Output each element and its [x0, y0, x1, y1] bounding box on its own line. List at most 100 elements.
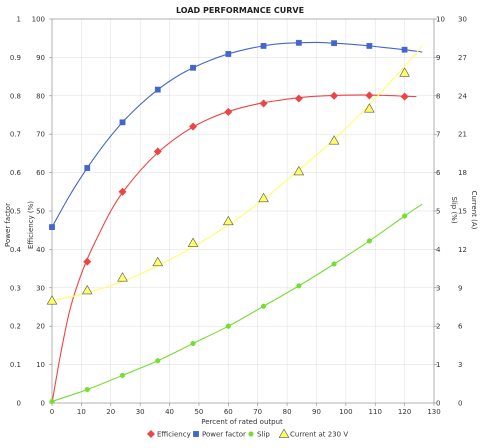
current-at-230-v-point [258, 192, 269, 203]
slip-tick-label: 0 [436, 400, 440, 408]
legend: Efficiency Power factor Slip Current at 230… [146, 428, 348, 439]
gridlines [51, 18, 435, 404]
x-axis: 0 10 20 30 40 50 60 70 80 90 100 110 120 130 [50, 403, 441, 416]
legend-label-current-at-230-v: Current at 230 V [290, 431, 348, 439]
current-tick-label: 18 [458, 169, 467, 177]
slip-point [190, 340, 196, 347]
x-tick-label: 130 [427, 408, 440, 416]
power-factor-point [225, 51, 232, 57]
slip-tick-label: 6 [436, 169, 441, 177]
efficiency-point [259, 99, 268, 108]
power-factor-axis-label: Power factor [4, 203, 12, 247]
x-tick-label: 120 [398, 408, 411, 416]
efficiency-tick-label: 10 [36, 361, 45, 369]
efficiency-tick-label: 60 [36, 169, 45, 177]
efficiency-point [294, 94, 303, 103]
slip-point [84, 386, 90, 393]
efficiency-point [365, 91, 374, 100]
efficiency-point [224, 107, 233, 117]
slip-tick-label: 2 [436, 323, 440, 331]
slip-tick-label: 4 [436, 246, 441, 254]
efficiency-tick-label: 30 [36, 284, 45, 292]
power-factor-tick-label: 0.2 [10, 323, 21, 331]
power-factor-tick-label: 0.5 [10, 208, 21, 216]
current-at-230-v-curve [51, 45, 423, 302]
x-tick-label: 80 [283, 408, 292, 416]
power-factor-point [84, 165, 91, 171]
efficiency-point [83, 257, 92, 266]
slip-point [49, 398, 55, 405]
series-markers [46, 39, 410, 405]
current-tick-label: 3 [458, 361, 462, 369]
x-tick-label: 10 [77, 408, 86, 416]
x-tick-label: 110 [369, 408, 382, 416]
efficiency-point [400, 92, 409, 101]
power-factor-point [154, 86, 161, 93]
slip-tick-label: 1 [436, 361, 440, 369]
x-tick-label: 90 [312, 408, 321, 416]
chart-title: LOAD PERFORMANCE CURVE [176, 6, 304, 15]
efficiency-tick-label: 20 [36, 323, 45, 331]
legend-marker-current-at-230-v [278, 428, 290, 438]
efficiency-point [188, 122, 198, 131]
legend-marker-efficiency [146, 429, 156, 439]
legend-label-efficiency: Efficiency [157, 431, 191, 439]
x-tick-label: 40 [165, 408, 174, 416]
current-at-230-v-point [293, 165, 305, 176]
slip-point [155, 358, 161, 364]
current-tick-label: 6 [458, 323, 463, 331]
x-tick-label: 70 [253, 408, 262, 416]
x-tick-label: 100 [339, 408, 352, 416]
power-factor-point [331, 40, 337, 47]
slip-axis-label: Slip (%) [450, 196, 458, 223]
power-factor-point [366, 42, 373, 49]
power-factor-point [49, 224, 55, 231]
power-factor-curve [51, 41, 423, 228]
current-at-230-v-point [399, 67, 410, 77]
power-factor-tick-label: 0 [17, 400, 21, 408]
efficiency-tick-label: 50 [36, 208, 45, 216]
current-at-230-v-point [81, 284, 93, 295]
x-tick-label: 20 [106, 408, 115, 416]
legend-marker-slip [248, 431, 254, 437]
power-factor-tick-label: 0.4 [10, 246, 22, 254]
current-tick-label: 24 [458, 92, 467, 100]
current-at-230-v-point [222, 215, 234, 226]
slip-point [366, 238, 372, 244]
slip-point [402, 213, 408, 219]
power-factor-tick-label: 0.1 [10, 361, 21, 369]
slip-point [260, 303, 267, 309]
slip-tick-label: 3 [436, 284, 440, 292]
efficiency-axis-label: Efficiency (%) [27, 201, 35, 249]
slip-tick-label: 7 [436, 131, 440, 139]
slip-tick-label: 9 [436, 54, 440, 62]
power-factor-point [295, 39, 302, 46]
x-tick-label: 60 [224, 408, 233, 416]
power-factor-point [260, 42, 267, 49]
power-factor-tick-label: 0.8 [10, 92, 21, 100]
current-at-230-v-point [364, 103, 375, 113]
power-factor-point [401, 46, 408, 53]
x-tick-label: 50 [194, 408, 203, 416]
current-tick-label: 30 [458, 16, 467, 24]
power-factor-tick-label: 1 [17, 16, 21, 24]
current-at-230-v-point [328, 135, 340, 145]
current-at-230-v-point [152, 256, 164, 267]
power-factor-tick-label: 0.6 [10, 169, 22, 177]
efficiency-point [330, 91, 339, 100]
slip-point [225, 323, 231, 329]
efficiency-point [118, 187, 127, 196]
current-at-230-v-point [117, 272, 128, 282]
x-axis-label: Percent of rated output [201, 418, 283, 426]
power-factor-tick-label: 0.9 [10, 54, 21, 62]
current-tick-label: 9 [458, 284, 462, 292]
slip-point [119, 372, 126, 378]
efficiency-tick-label: 70 [36, 131, 45, 139]
power-factor-point [190, 64, 196, 71]
x-tick-label: 30 [136, 408, 145, 416]
power-factor-point [119, 119, 126, 126]
slip-tick-label: 8 [436, 92, 440, 100]
x-tick-label: 0 [50, 408, 54, 416]
